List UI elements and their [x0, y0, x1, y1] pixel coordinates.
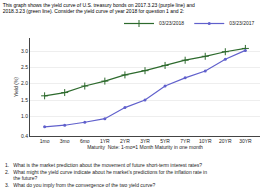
svg-text:10YR: 10YR: [199, 138, 212, 144]
svg-text:1YR: 1YR: [100, 138, 110, 144]
svg-text:2.5: 2.5: [21, 64, 28, 70]
svg-text:1.0: 1.0: [21, 113, 28, 119]
svg-text:03/23/2017: 03/23/2017: [229, 20, 254, 26]
svg-text:2YR: 2YR: [120, 138, 130, 144]
svg-text:2.0: 2.0: [21, 80, 28, 86]
svg-text:6mo: 6mo: [80, 138, 90, 144]
svg-text:1.5: 1.5: [21, 97, 28, 103]
svg-text:30YR: 30YR: [239, 138, 252, 144]
svg-text:Maturity Note: 1-mo=1 Month M: Maturity Note: 1-mo=1 Month Maturity in …: [87, 144, 203, 150]
svg-text:1mo: 1mo: [40, 138, 50, 144]
svg-text:7YR: 7YR: [180, 138, 190, 144]
svg-text:3mo: 3mo: [60, 138, 70, 144]
svg-text:3.0: 3.0: [21, 48, 28, 54]
svg-text:3YR: 3YR: [140, 138, 150, 144]
svg-text:03/23/2018: 03/23/2018: [159, 20, 184, 26]
svg-text:20YR: 20YR: [219, 138, 232, 144]
svg-text:0.4: 0.4: [21, 133, 28, 139]
svg-text:Yield (%): Yield (%): [13, 77, 19, 97]
svg-text:This graph shows the yield cur: This graph shows the yield curve of U.S.…: [3, 2, 195, 15]
svg-text:1. What is the market predic: 1. What is the market prediction about t…: [5, 162, 207, 188]
svg-text:5YR: 5YR: [160, 138, 170, 144]
